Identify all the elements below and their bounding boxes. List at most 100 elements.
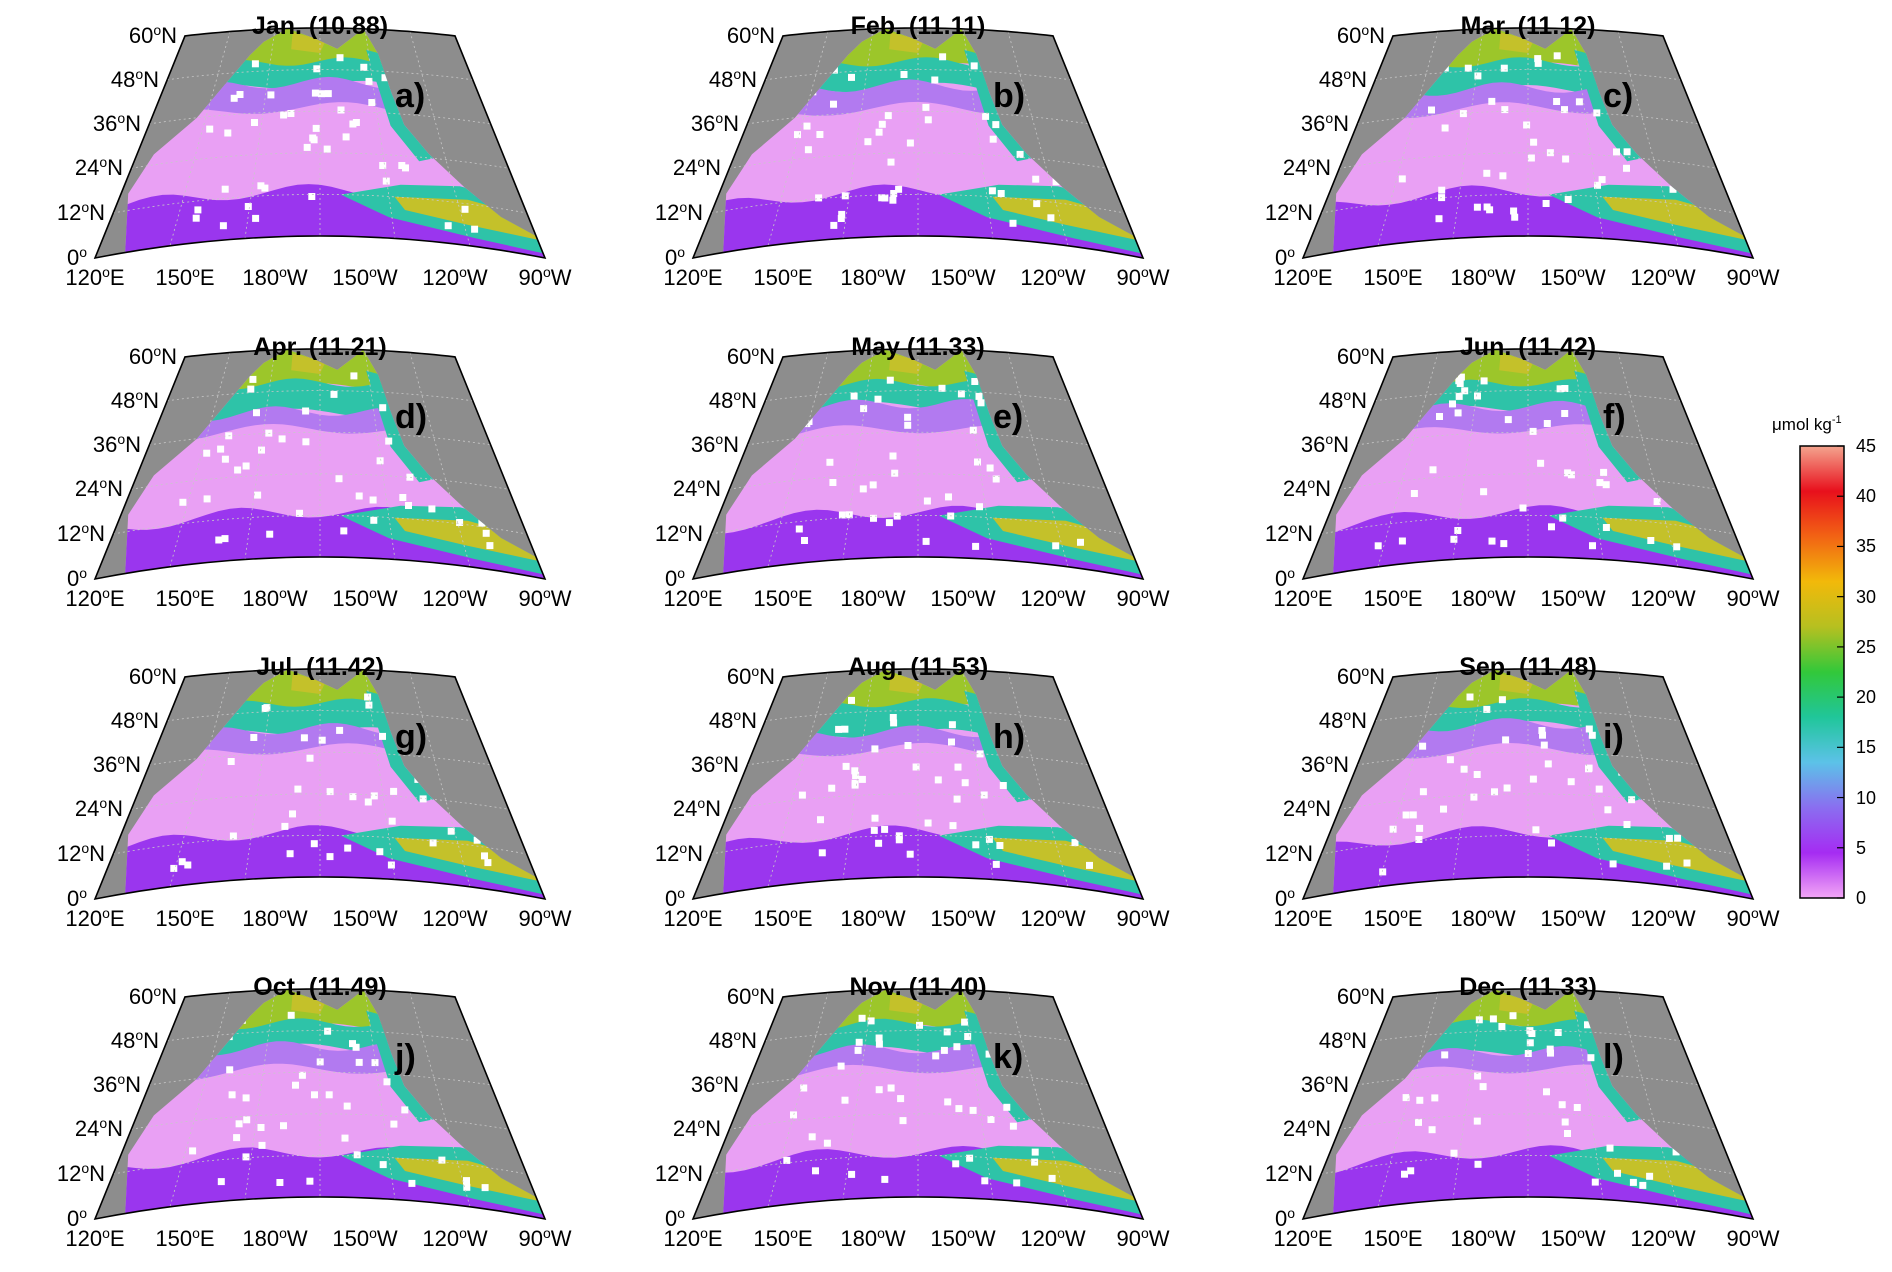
data-gap-cell xyxy=(939,53,947,61)
data-gap-cell xyxy=(893,512,901,520)
data-gap-cell xyxy=(972,542,980,550)
latitude-label: 0o xyxy=(1209,245,1295,270)
data-gap-cell xyxy=(1669,185,1677,193)
latitude-label: 60oN xyxy=(689,344,775,369)
latitude-label: 24oN xyxy=(37,1116,123,1142)
latitude-label: 12oN xyxy=(617,841,703,867)
data-gap-cell xyxy=(258,1141,266,1149)
data-gap-cell xyxy=(996,842,1004,849)
longitude-number: 150 xyxy=(753,1226,791,1251)
latitude-label: 60oN xyxy=(91,984,177,1009)
data-gap-cell xyxy=(795,525,803,533)
graticule xyxy=(1320,669,1736,887)
data-gap-cell xyxy=(352,1043,360,1051)
longitude-label: 90oW xyxy=(1083,586,1203,611)
hemisphere: N xyxy=(1315,1116,1331,1142)
hemisphere: N xyxy=(161,343,177,369)
data-gap-cell xyxy=(388,817,396,825)
latitude-number: 24 xyxy=(1282,155,1308,181)
longitude-number: 120 xyxy=(422,265,460,290)
hemisphere: E xyxy=(199,586,215,611)
degree-symbol: o xyxy=(967,264,975,280)
hemisphere: W xyxy=(376,906,398,931)
degree-symbol: o xyxy=(751,662,760,679)
hemisphere: W xyxy=(286,1226,308,1251)
longitude-label: 150oW xyxy=(903,264,1023,290)
longitude-label: 150oE xyxy=(125,1226,245,1251)
longitude-number: 180 xyxy=(1450,586,1488,611)
data-gap-cell xyxy=(1544,760,1552,768)
data-gap-cell xyxy=(308,193,316,200)
coastal-current xyxy=(964,1010,1032,1123)
data-gap-cell xyxy=(1436,413,1443,420)
data-gap-cell xyxy=(276,1179,284,1186)
data-gap-cell xyxy=(1438,186,1446,194)
panel-tag: c) xyxy=(1603,78,1633,114)
latitude-number: 36 xyxy=(92,751,118,777)
equatorial-high-band xyxy=(992,196,1143,242)
degree-symbol: o xyxy=(135,65,144,82)
data-gap-cell xyxy=(1052,178,1060,186)
latitude-number: 36 xyxy=(92,431,118,457)
hemisphere: W xyxy=(884,906,906,931)
latitude-label: 36oN xyxy=(55,1072,141,1097)
panel-tag-text: d) xyxy=(395,398,428,436)
longitude-label: 120oE xyxy=(633,906,753,931)
data-gap-cell xyxy=(948,721,956,729)
data-gap-cell xyxy=(428,505,436,513)
panel-title-text: Apr. (11.21) xyxy=(253,333,387,361)
data-gap-cell xyxy=(1474,72,1482,80)
hemisphere: N xyxy=(1351,1027,1367,1053)
data-gap-cell xyxy=(869,481,877,489)
data-gap-cell xyxy=(1561,385,1569,392)
data-gap-cell xyxy=(982,112,990,120)
hemisphere: N xyxy=(107,1116,123,1142)
degree-symbol: o xyxy=(1057,905,1065,921)
data-gap-cell xyxy=(364,798,372,806)
panel-tag: i) xyxy=(1603,719,1624,755)
data-gap-cell xyxy=(371,1059,379,1067)
longitude-number: 120 xyxy=(422,1226,460,1251)
data-gap-cell xyxy=(1457,373,1465,381)
data-gap-cell xyxy=(830,100,837,108)
bering-high-patch xyxy=(1499,673,1534,694)
data-gap-cell xyxy=(1470,793,1478,801)
hemisphere: W xyxy=(974,906,996,931)
degree-symbol: o xyxy=(1343,706,1352,723)
data-gap-cell xyxy=(1032,175,1040,183)
colorbar-tick-label: 15 xyxy=(1856,737,1877,758)
longitude-number: 150 xyxy=(753,586,791,611)
latitude-label: 48oN xyxy=(671,388,757,413)
degree-symbol: o xyxy=(135,386,144,403)
equatorial-high-band xyxy=(992,1157,1143,1203)
data-gap-cell xyxy=(438,1156,446,1164)
degree-symbol: o xyxy=(697,795,706,812)
data-gap-cell xyxy=(899,1117,907,1125)
data-gap-cell xyxy=(1441,124,1449,132)
longitude-label: 120oE xyxy=(35,586,155,611)
degree-symbol: o xyxy=(459,264,467,280)
data-gap-cell xyxy=(912,763,920,771)
data-gap-cell xyxy=(1587,1054,1595,1062)
hemisphere: W xyxy=(1758,265,1780,290)
degree-symbol: o xyxy=(369,1225,377,1241)
hemisphere: N xyxy=(723,751,739,777)
latitude-number: 60 xyxy=(1336,343,1362,369)
panel-tag-text: g) xyxy=(395,718,428,756)
longitude-label: 120oW xyxy=(993,1226,1113,1251)
hemisphere: N xyxy=(741,66,757,92)
hemisphere: N xyxy=(705,1116,721,1142)
data-gap-cell xyxy=(1556,385,1564,393)
latitude-number: 24 xyxy=(672,1116,698,1142)
data-gap-cell xyxy=(336,726,344,734)
hemisphere: N xyxy=(107,796,123,822)
longitude-label: 150oE xyxy=(125,265,245,290)
degree-symbol: o xyxy=(1750,585,1759,601)
data-gap-cell xyxy=(1559,514,1567,522)
latitude-number: 12 xyxy=(654,841,680,867)
data-gap-cell xyxy=(1546,1045,1554,1053)
data-gap-cell xyxy=(1596,479,1604,487)
data-gap-cell xyxy=(230,94,238,102)
data-gap-cell xyxy=(1567,778,1575,786)
